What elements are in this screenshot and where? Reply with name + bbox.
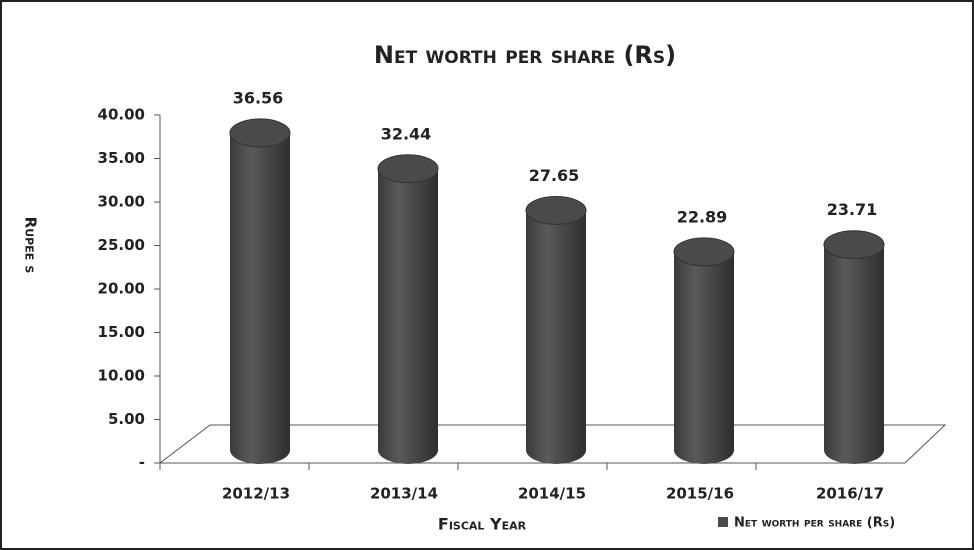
y-tick-label: 20.00	[98, 280, 145, 298]
data-label: 32.44	[381, 124, 432, 143]
chart-title: Net worth per share (Rs)	[374, 41, 676, 69]
y-tick-label: 25.00	[98, 236, 145, 254]
x-tick-label: 2013/14	[370, 485, 438, 503]
bar	[525, 195, 587, 464]
bar-top	[229, 118, 291, 148]
data-label: 22.89	[677, 207, 728, 226]
legend-label: Net worth per share (Rs)	[734, 516, 895, 531]
bar	[229, 118, 291, 465]
data-label: 36.56	[233, 88, 284, 107]
bar-body	[378, 168, 438, 464]
bar-top	[525, 195, 587, 225]
y-tick-label: 30.00	[98, 193, 145, 211]
x-tick-label: 2012/13	[222, 485, 290, 503]
x-tick-label: 2016/17	[816, 485, 884, 503]
bar-top	[823, 230, 885, 260]
y-tick-label: 40.00	[98, 106, 145, 124]
y-tick-label: 15.00	[98, 323, 145, 341]
y-tick-label: 10.00	[98, 367, 145, 385]
bar-body	[824, 244, 884, 464]
x-tick-label: 2015/16	[666, 485, 734, 503]
bar-top	[377, 154, 439, 184]
y-axis-title: Rupee s	[22, 217, 40, 274]
bar	[823, 230, 885, 464]
x-axis-title: Fiscal Year	[438, 515, 527, 534]
legend-swatch	[718, 517, 728, 527]
y-tick-label: -	[139, 454, 145, 472]
bar	[673, 237, 735, 464]
bar-top	[673, 237, 735, 267]
data-label: 27.65	[529, 166, 580, 185]
y-tick-label: 35.00	[98, 149, 145, 167]
bar-body	[526, 210, 586, 464]
bar	[377, 154, 439, 464]
x-tick-label: 2014/15	[518, 485, 586, 503]
bar-body	[674, 251, 734, 464]
bar-body	[230, 132, 290, 465]
data-label: 23.71	[827, 200, 878, 219]
y-tick-label: 5.00	[108, 410, 145, 428]
